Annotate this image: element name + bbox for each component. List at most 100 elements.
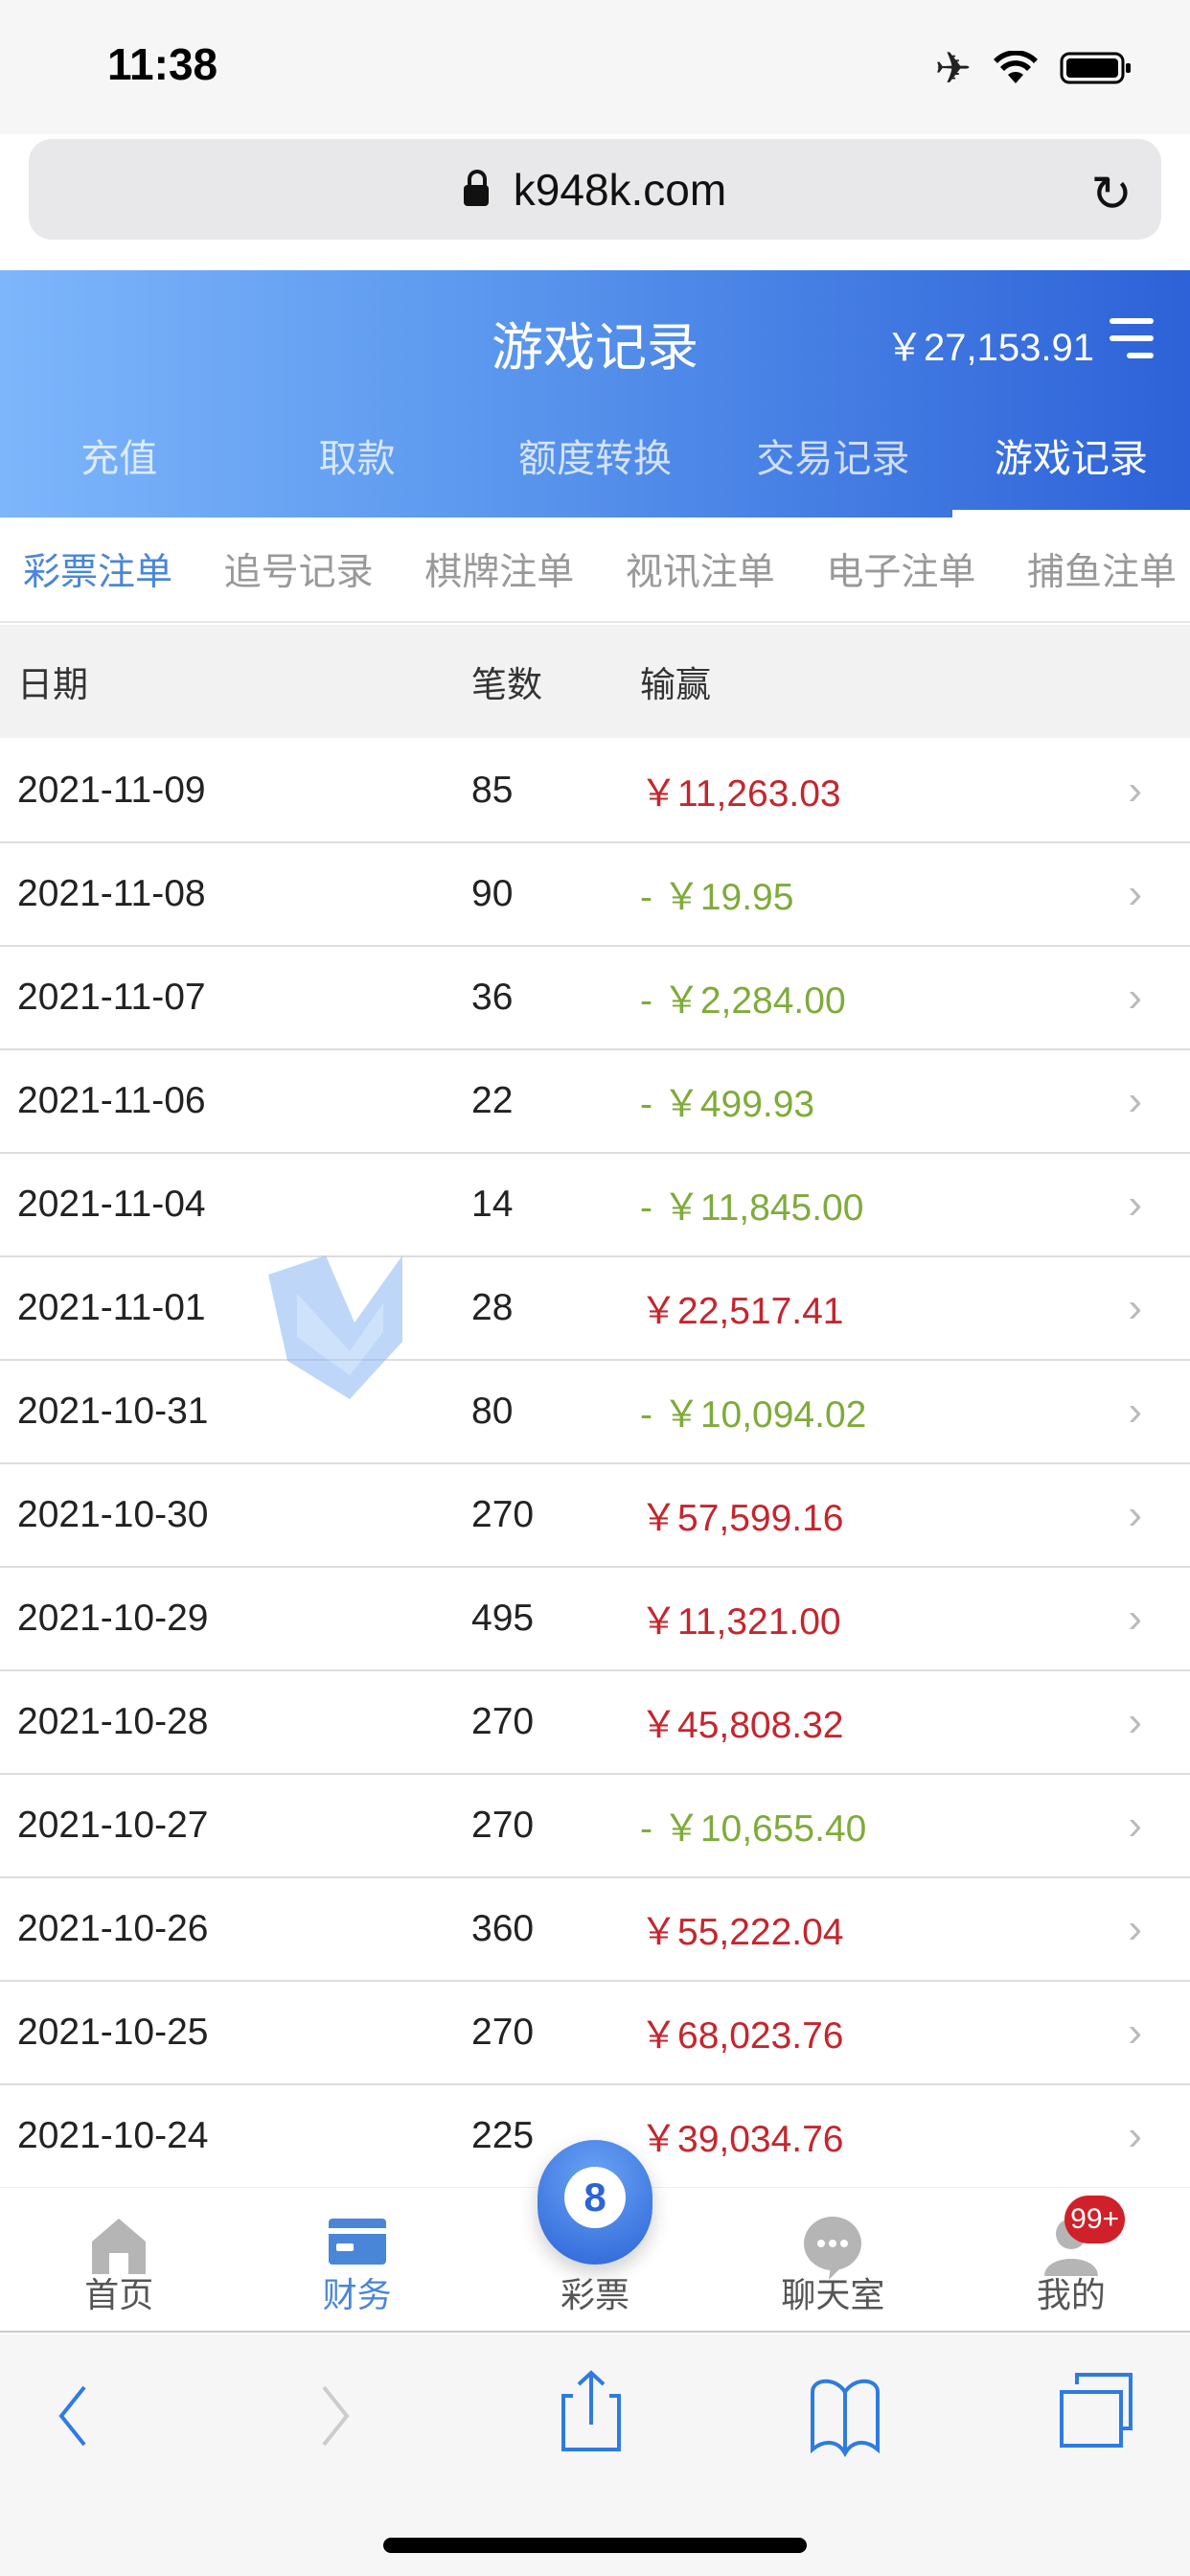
tab-3[interactable]: 交易记录 [756,438,910,480]
nav-label: 我的 [1036,2275,1106,2314]
back-icon[interactable] [54,2382,92,2450]
chevron-right-icon: › [1128,1284,1142,1331]
subtab-3[interactable]: 视讯注单 [625,552,775,593]
nav-item-2[interactable]: 8 彩票 [476,2140,714,2331]
row-count: 14 [471,1184,514,1225]
chevron-right-icon: › [1128,767,1142,814]
row-count: 36 [471,977,514,1018]
row-count: 495 [471,1598,535,1639]
row-amount: ￥55,222.04 [640,1912,844,1953]
row-date: 2021-10-24 [17,2115,209,2156]
row-count: 225 [471,2115,535,2156]
chevron-right-icon: › [1128,1181,1142,1228]
row-count: 270 [471,2012,535,2053]
row-count: 80 [471,1391,514,1432]
chevron-right-icon: › [1128,974,1142,1021]
table-row[interactable]: 2021-11-08 90 - ￥19.95 › [0,843,1190,947]
status-bar: 11:38 ✈ [0,0,1190,134]
lottery-ball-icon[interactable]: 8 [538,2140,653,2265]
row-amount: - ￥19.95 [640,877,794,918]
url-text: k948k.com [513,164,727,215]
nav-item-3[interactable]: 聊天室 [714,2188,951,2331]
row-date: 2021-11-04 [17,1184,206,1225]
table-row[interactable]: 2021-10-31 80 - ￥10,094.02 › [0,1361,1190,1464]
nav-item-1[interactable]: 财务 [238,2188,475,2331]
battery-icon [1060,52,1131,84]
tab-1[interactable]: 取款 [318,438,396,480]
table-row[interactable]: 2021-11-09 85 ￥11,263.03 › [0,740,1190,843]
row-amount: ￥57,599.16 [640,1498,844,1539]
table-row[interactable]: 2021-11-07 36 - ￥2,284.00 › [0,947,1190,1050]
table-row[interactable]: 2021-10-28 270 ￥45,808.32 › [0,1671,1190,1775]
table-row[interactable]: 2021-10-30 270 ￥57,599.16 › [0,1464,1190,1568]
tab-0[interactable]: 充值 [80,438,158,480]
airplane-icon: ✈ [934,43,972,93]
nav-label: 财务 [322,2275,392,2314]
tab-4[interactable]: 游戏记录 [951,412,1190,518]
subtab-2[interactable]: 棋牌注单 [424,552,575,593]
nav-item-4[interactable]: 99+ 我的 [952,2188,1190,2331]
nav-label: 彩票 [561,2275,630,2314]
table-row[interactable]: 2021-11-06 22 - ￥499.93 › [0,1050,1190,1154]
row-date: 2021-10-31 [17,1391,209,1432]
page-title: 游戏记录 [492,319,698,377]
tab-2[interactable]: 额度转换 [518,438,673,480]
table-header: 日期 笔数 输赢 [0,625,1190,738]
table-row[interactable]: 2021-11-04 14 - ￥11,845.00 › [0,1154,1190,1257]
header-count: 笔数 [471,665,542,704]
row-amount: ￥39,034.76 [640,2119,844,2160]
card-icon [327,2215,388,2273]
chevron-right-icon: › [1128,1802,1142,1849]
row-amount: ￥11,263.03 [640,773,841,815]
page-header: 游戏记录 ￥27,153.91 充值 取款 额度转换 交易记录 游戏记录 [0,270,1190,518]
chat-icon [802,2215,863,2287]
row-count: 270 [471,1701,535,1742]
chevron-right-icon: › [1128,2112,1142,2159]
subtab-0[interactable]: 彩票注单 [23,552,173,593]
row-date: 2021-10-28 [17,1701,209,1742]
subtab-1[interactable]: 追号记录 [223,552,374,593]
row-count: 85 [471,770,514,811]
row-date: 2021-11-09 [17,770,206,811]
home-icon [88,2215,149,2281]
table-row[interactable]: 2021-10-25 270 ￥68,023.76 › [0,1982,1190,2085]
row-date: 2021-10-26 [17,1908,209,1949]
share-icon[interactable] [560,2369,623,2453]
row-count: 28 [471,1287,514,1328]
row-amount: - ￥10,655.40 [640,1808,867,1850]
forward-icon[interactable] [316,2382,355,2450]
row-amount: ￥11,321.00 [640,1601,841,1643]
nav-label: 首页 [84,2275,154,2314]
chevron-right-icon: › [1128,1491,1142,1538]
chevron-right-icon: › [1128,1595,1142,1642]
table-row[interactable]: 2021-10-26 360 ￥55,222.04 › [0,1878,1190,1982]
table-row[interactable]: 2021-10-27 270 - ￥10,655.40 › [0,1775,1190,1878]
status-time: 11:38 [107,39,218,89]
bookmarks-icon[interactable] [807,2377,883,2457]
balance: ￥27,153.91 [885,327,1094,369]
table-row[interactable]: 2021-11-01 28 ￥22,517.41 › [0,1257,1190,1361]
row-count: 22 [471,1080,514,1121]
row-amount: - ￥11,845.00 [640,1187,864,1229]
header-winloss: 输赢 [640,665,711,704]
address-bar[interactable]: k948k.com ↻ [29,139,1161,240]
menu-icon[interactable] [1110,318,1154,370]
lottery-ball-number: 8 [564,2167,627,2228]
chevron-right-icon: › [1128,1388,1142,1435]
table-row[interactable]: 2021-10-29 495 ￥11,321.00 › [0,1568,1190,1671]
subtab-5[interactable]: 捕鱼注单 [1026,552,1177,593]
header-date: 日期 [17,665,88,704]
row-date: 2021-11-06 [17,1080,206,1121]
row-amount: - ￥2,284.00 [640,980,846,1022]
row-amount: ￥68,023.76 [640,2015,844,2057]
browser-toolbar [0,2334,1190,2576]
row-count: 270 [471,1494,535,1535]
row-date: 2021-10-30 [17,1494,209,1535]
reload-icon[interactable]: ↻ [1090,167,1133,222]
notification-badge: 99+ [1064,2196,1126,2243]
tabs-icon[interactable] [1058,2373,1134,2450]
chevron-right-icon: › [1128,870,1142,917]
subtab-4[interactable]: 电子注单 [826,552,976,593]
nav-label: 聊天室 [781,2275,885,2314]
nav-item-0[interactable]: 首页 [0,2188,238,2331]
